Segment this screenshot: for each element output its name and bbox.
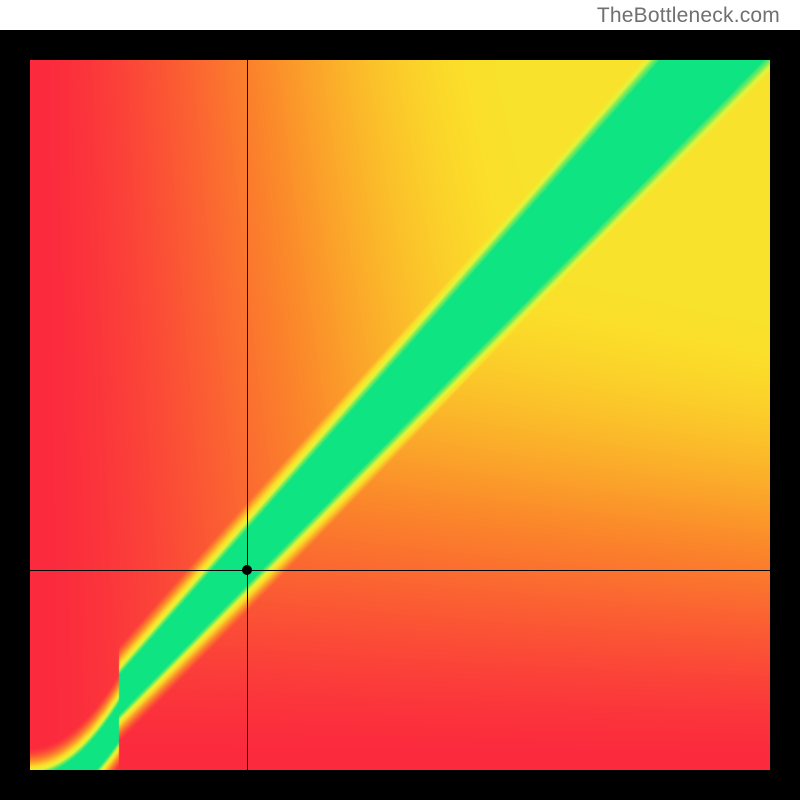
watermark-text: TheBottleneck.com [597,4,780,28]
chart-frame [0,30,800,800]
chart-container: TheBottleneck.com [0,0,800,800]
crosshair-horizontal [30,570,770,571]
crosshair-marker [242,565,252,575]
plot-area [30,60,770,770]
crosshair-vertical [247,60,248,770]
heatmap-canvas [30,60,770,770]
